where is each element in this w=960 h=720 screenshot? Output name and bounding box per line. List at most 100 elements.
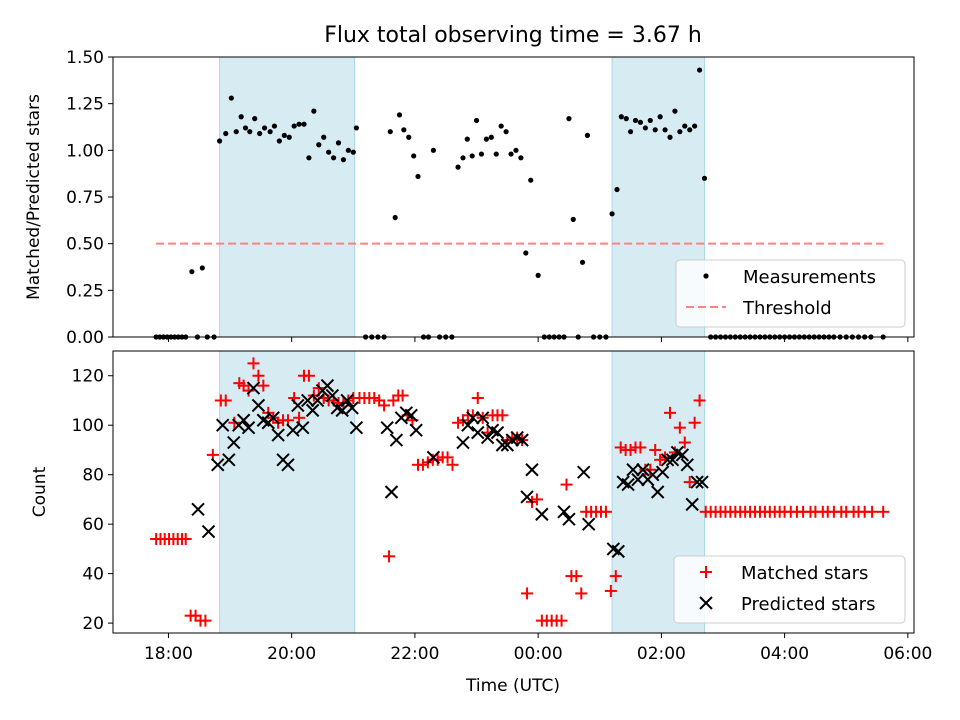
predicted-star-point bbox=[296, 420, 310, 435]
measurement-point bbox=[301, 121, 307, 127]
measurement-point bbox=[247, 129, 253, 135]
measurement-point bbox=[627, 129, 634, 135]
predicted-star-point bbox=[680, 458, 694, 472]
bottom-y-tick-label: 40 bbox=[82, 565, 104, 585]
measurement-point bbox=[306, 155, 312, 161]
measurement-point bbox=[261, 125, 268, 131]
matched-star-point bbox=[302, 369, 315, 382]
measurement-point bbox=[296, 121, 302, 127]
bottom-axes-frame bbox=[112, 350, 915, 634]
predicted-star-point bbox=[241, 420, 256, 435]
measurement-point bbox=[326, 149, 332, 155]
predicted-star-point bbox=[251, 398, 266, 413]
predicted-star-point bbox=[650, 485, 665, 499]
measurement-point bbox=[252, 116, 258, 122]
matched-star-point bbox=[496, 409, 509, 422]
measurement-point bbox=[483, 136, 489, 142]
top-legend-box bbox=[675, 259, 906, 328]
measurement-point bbox=[276, 138, 282, 144]
predicted-star-point bbox=[300, 393, 315, 408]
matched-star-point bbox=[257, 379, 270, 392]
measurement-point bbox=[498, 123, 504, 129]
count-points bbox=[150, 357, 890, 627]
measurement-point bbox=[609, 211, 615, 217]
measurement-point bbox=[503, 129, 509, 135]
measurement-point bbox=[469, 153, 475, 159]
bottom-y-tick-label: 100 bbox=[72, 416, 104, 436]
predicted-star-point bbox=[621, 477, 635, 492]
measurement-point bbox=[652, 127, 658, 133]
measurement-point bbox=[632, 117, 639, 124]
x-tick-label: 06:00 bbox=[883, 644, 932, 664]
measurement-point bbox=[642, 125, 648, 131]
legend-predicted-label: Predicted stars bbox=[741, 594, 875, 615]
predicted-star-point bbox=[404, 408, 418, 423]
predicted-star-point bbox=[389, 433, 404, 447]
bottom-x-ticks: 18:00 20:00 22:00 00:00 02:00 04:00 06:00 bbox=[144, 633, 932, 664]
top-y-axis-label: Matched/Predicted stars bbox=[24, 94, 44, 300]
measurement-point bbox=[189, 269, 195, 275]
measurement-point bbox=[316, 142, 322, 148]
predicted-star-point bbox=[191, 502, 205, 517]
predicted-star-point bbox=[515, 433, 529, 447]
top-y-ticks: 0.00 0.25 0.50 0.75 1.00 1.25 1.50 bbox=[66, 48, 113, 348]
predicted-star-point bbox=[271, 428, 285, 442]
measurement-point bbox=[523, 250, 529, 256]
legend-measurements-label: Measurements bbox=[743, 267, 876, 288]
predicted-star-point bbox=[655, 465, 670, 479]
matched-star-point bbox=[396, 389, 409, 402]
predicted-star-point bbox=[266, 411, 280, 425]
matched-star-point bbox=[609, 570, 622, 583]
matched-star-point bbox=[866, 505, 879, 518]
measurement-point bbox=[455, 164, 461, 170]
matched-star-point bbox=[471, 392, 484, 404]
predicted-star-point bbox=[320, 378, 335, 393]
top-legend: Measurements Threshold bbox=[675, 259, 906, 328]
measurement-point bbox=[687, 127, 693, 133]
measurement-point bbox=[406, 134, 412, 140]
bottom-y-tick-label: 60 bbox=[82, 515, 104, 535]
predicted-star-point bbox=[461, 418, 475, 432]
measurement-point bbox=[321, 134, 327, 140]
predicted-star-point bbox=[495, 438, 510, 452]
predicted-star-point bbox=[281, 458, 295, 472]
measurement-points bbox=[153, 67, 886, 340]
x-tick-label: 04:00 bbox=[760, 644, 809, 664]
matched-star-point bbox=[649, 443, 662, 456]
matched-star-point bbox=[877, 505, 890, 518]
matched-star-point bbox=[383, 550, 396, 563]
top-x-ticks bbox=[167, 337, 909, 342]
measurement-point bbox=[233, 129, 239, 135]
predicted-star-point bbox=[611, 544, 625, 559]
measurement-point bbox=[396, 112, 403, 118]
top-y-tick-label: 1.00 bbox=[66, 141, 104, 161]
matched-star-point bbox=[441, 451, 454, 464]
bottom-observing-band bbox=[219, 350, 356, 634]
matched-star-point bbox=[555, 614, 568, 627]
matched-star-point bbox=[252, 369, 265, 382]
predicted-star-point bbox=[380, 420, 394, 435]
matched-star-point bbox=[179, 533, 192, 545]
measurement-point bbox=[415, 173, 421, 180]
predicted-star-point bbox=[685, 497, 699, 512]
measurement-point bbox=[657, 114, 663, 120]
predicted-star-point bbox=[227, 435, 241, 450]
predicted-star-point bbox=[520, 490, 534, 504]
count-panel: 20 40 60 80 100 120 18:00 20:00 22:00 00:00 02:00… bbox=[30, 350, 932, 696]
measurement-point bbox=[701, 175, 708, 181]
measurement-point bbox=[677, 129, 683, 135]
predicted-star-point bbox=[384, 485, 399, 499]
predicted-star-point bbox=[535, 507, 549, 521]
matched-star-point bbox=[575, 587, 588, 600]
predicted-star-point bbox=[349, 420, 364, 435]
measurement-point bbox=[340, 157, 347, 163]
predicted-star-point bbox=[562, 512, 576, 526]
measurement-point bbox=[335, 140, 342, 146]
matched-star-point bbox=[678, 436, 691, 449]
matched-star-point bbox=[521, 587, 534, 600]
measurement-point bbox=[411, 153, 417, 159]
measurement-point bbox=[291, 123, 297, 129]
ratio-panel: Flux total observing time = 3.67 h 0.000… bbox=[24, 23, 915, 348]
measurement-point bbox=[508, 151, 514, 157]
